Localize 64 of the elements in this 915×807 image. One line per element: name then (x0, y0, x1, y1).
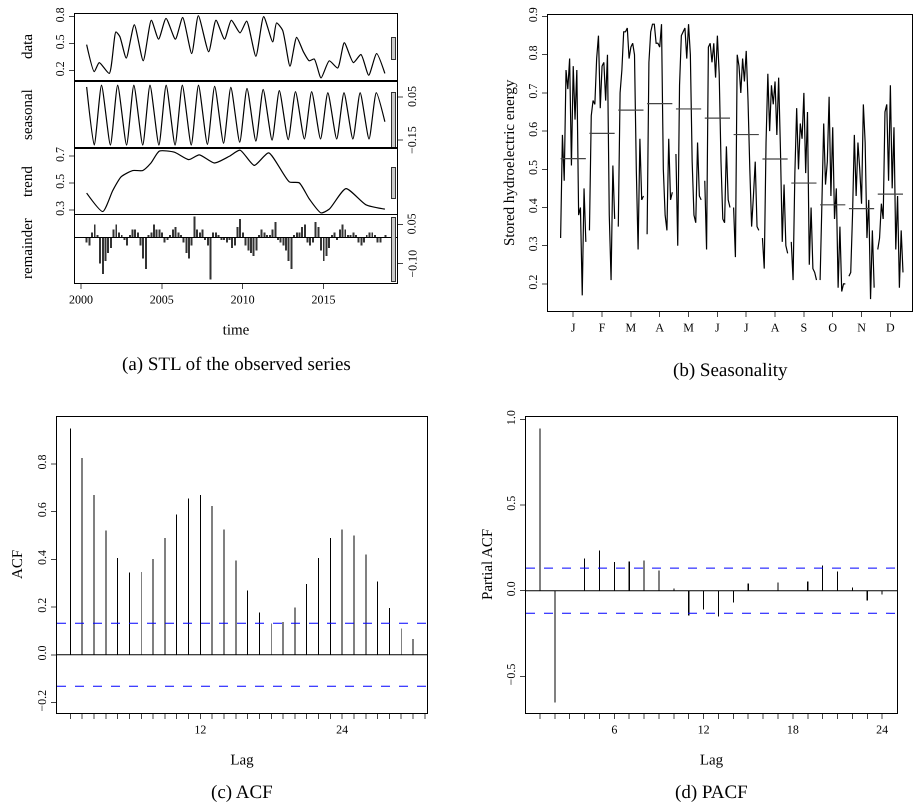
x-tick-label: N (857, 320, 866, 334)
x-tick-label: 24 (876, 722, 888, 736)
x-tick-label: M (683, 320, 694, 334)
y2-tick-label: −0.15 (404, 126, 419, 154)
x-tick-label: O (828, 320, 838, 334)
y-tick-label: 0.6 (35, 502, 50, 518)
x-tick-label: D (886, 320, 896, 334)
y-tick-label: 0.2 (526, 274, 540, 290)
y-tick-label: 0.5 (526, 160, 540, 175)
x-tick-label: J (570, 320, 576, 334)
x-tick-label: J (744, 320, 749, 334)
x-axis-title: Lag (230, 752, 254, 768)
x-tick-label: 2000 (68, 292, 93, 306)
x-tick-label: 18 (786, 722, 799, 736)
y-axis-title: ACF (10, 550, 26, 579)
y-tick-label: 0.5 (53, 34, 68, 50)
y-axis-title: trend (20, 166, 36, 197)
x-tick-label: 24 (336, 722, 348, 736)
x-axis-title: Lag (700, 752, 724, 768)
y-tick-label: 0.7 (526, 84, 540, 99)
x-tick-label: A (655, 320, 664, 334)
x-tick-label: J (715, 320, 720, 334)
y-tick-label: 0.2 (53, 61, 68, 76)
x-tick-label: S (800, 320, 808, 334)
y-tick-label: 0.8 (53, 7, 68, 22)
y-tick-label: 0.3 (53, 200, 68, 216)
y-axis-title: Partial ACF (480, 528, 496, 600)
y2-tick-label: −0.10 (405, 250, 420, 278)
y-tick-label: 0.5 (53, 174, 68, 189)
y-axis-title: remainder (20, 218, 36, 279)
y-tick-label: 0.8 (526, 45, 540, 60)
y-tick-label: 0.9 (526, 7, 540, 22)
text: (b) Seasonality (673, 360, 788, 381)
y-tick-label: 0.8 (35, 454, 50, 470)
text: (d) PACF (675, 782, 748, 803)
y-tick-label: −0.2 (35, 690, 50, 712)
y2-tick-label: 0.05 (404, 213, 419, 234)
y-tick-label: 0.0 (35, 645, 50, 660)
x-tick-label: 2010 (230, 292, 255, 306)
y-tick-label: 0.3 (526, 236, 540, 252)
x-tick-label: 2005 (150, 292, 174, 306)
x-axis-title: time (222, 322, 250, 338)
y-tick-label: −0.5 (504, 664, 518, 686)
x-tick-label: 12 (194, 722, 206, 736)
x-tick-label: M (626, 320, 637, 334)
y-tick-label: 1.0 (504, 410, 518, 426)
y-tick-label: 0.4 (35, 550, 50, 565)
y-axis-title: Stored hydroelectric energy (502, 79, 518, 246)
x-tick-label: A (770, 320, 780, 334)
text: (a) STL of the observed series (122, 354, 351, 375)
x-tick-label: F (598, 320, 606, 334)
y-axis-title: seasonal (20, 89, 36, 140)
x-tick-label: 2015 (311, 292, 336, 306)
y-axis-title: data (20, 34, 36, 59)
y2-tick-label: 0.05 (404, 86, 419, 108)
y-tick-label: 0.0 (504, 581, 518, 596)
y-tick-label: 0.5 (504, 496, 518, 511)
y-tick-label: 0.4 (526, 198, 540, 214)
y-tick-label: 0.6 (526, 122, 540, 137)
y-tick-label: 0.7 (53, 146, 68, 162)
x-tick-label: 12 (698, 722, 710, 736)
y-tick-label: 0.2 (35, 598, 50, 613)
text: (c) ACF (211, 782, 273, 803)
x-tick-label: 6 (611, 722, 618, 736)
